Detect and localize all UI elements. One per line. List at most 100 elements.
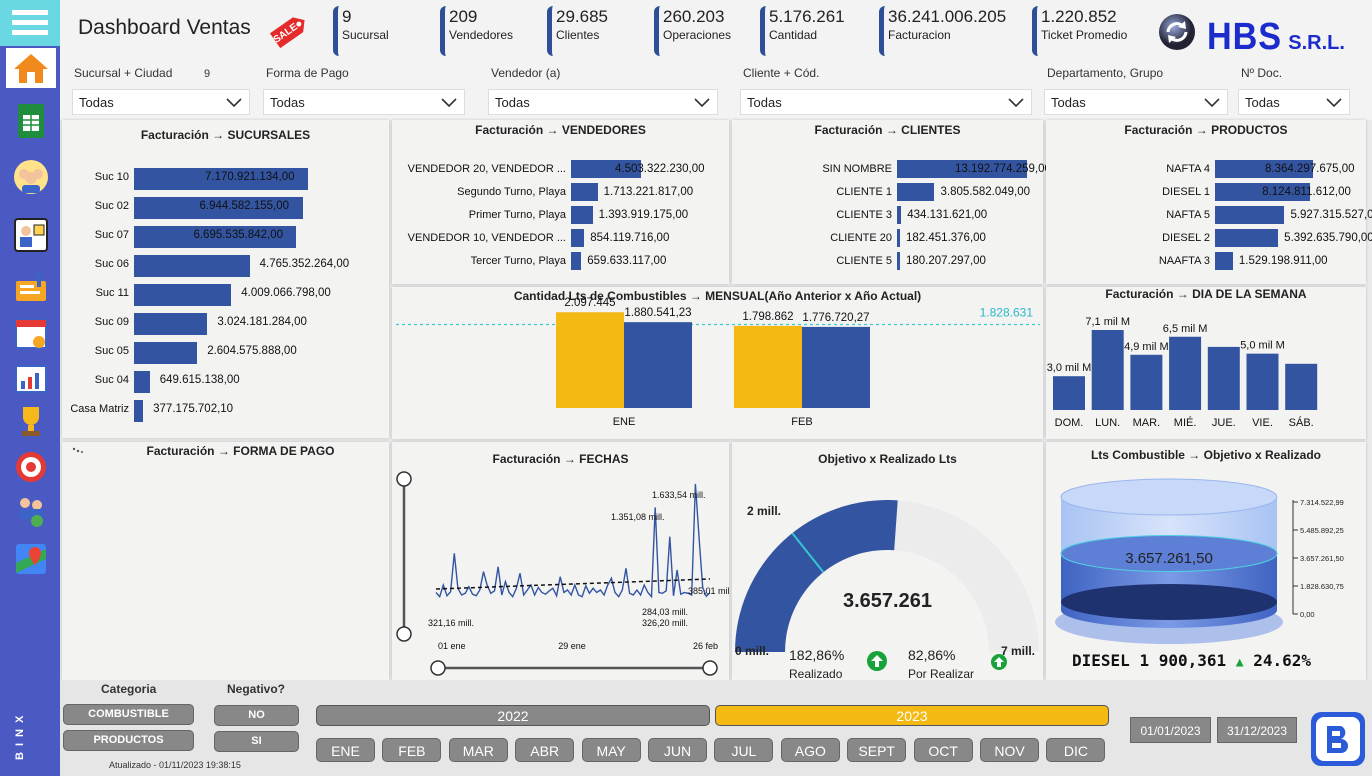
nav-users-money[interactable]: [12, 492, 50, 530]
month-button[interactable]: SEPT: [847, 738, 907, 762]
year-2022-button[interactable]: 2022: [316, 705, 710, 726]
ticker-value: 1 900,361: [1139, 651, 1227, 670]
month-button[interactable]: ENE: [316, 738, 375, 762]
filter-formapago-select[interactable]: Todas: [263, 89, 465, 115]
bar[interactable]: [134, 226, 297, 248]
month-button[interactable]: FEB: [382, 738, 442, 762]
date-to-input[interactable]: 31/12/2023: [1217, 717, 1297, 743]
filter-sucursal-select[interactable]: Todas: [72, 89, 250, 115]
tank-value: 3.657.261,50: [1125, 550, 1213, 567]
month-button[interactable]: ABR: [515, 738, 575, 762]
month-button[interactable]: AGO: [780, 738, 840, 762]
neg-si-button[interactable]: SI: [214, 731, 299, 752]
nav-calendar[interactable]: [12, 314, 50, 352]
bar[interactable]: [571, 229, 585, 247]
month-button[interactable]: JUL: [714, 738, 774, 762]
bar-category-label: Suc 10: [94, 171, 129, 183]
refresh-button[interactable]: [1157, 12, 1197, 52]
nav-presentation[interactable]: [12, 216, 50, 254]
bar[interactable]: [897, 206, 902, 224]
nav-team[interactable]: [12, 158, 50, 196]
bar[interactable]: [897, 229, 900, 247]
gauge-value: 3.657.261: [843, 590, 932, 612]
bar[interactable]: [571, 160, 641, 178]
expand-icon[interactable]: [72, 445, 86, 455]
bar[interactable]: [1130, 354, 1163, 410]
bar[interactable]: [134, 197, 303, 219]
neg-no-button[interactable]: NO: [214, 705, 299, 726]
month-button[interactable]: DIC: [1046, 738, 1106, 762]
bar[interactable]: [134, 313, 208, 335]
filter-vendedor-select[interactable]: Todas: [488, 89, 718, 115]
bar-category-label: CLIENTE 5: [836, 255, 892, 267]
bar[interactable]: [571, 206, 593, 224]
bar-value-label: 8.124.811.612,00: [1262, 186, 1351, 198]
bar-value-label: 434.131.621,00: [907, 209, 988, 221]
bar[interactable]: [897, 183, 935, 201]
bar[interactable]: [134, 400, 144, 422]
bar[interactable]: [1215, 252, 1233, 270]
bar[interactable]: [134, 342, 198, 364]
month-button[interactable]: NOV: [980, 738, 1039, 762]
bar[interactable]: [1215, 229, 1279, 247]
arrow-up-icon: [991, 654, 1007, 670]
filter-cliente-select[interactable]: Todas: [740, 89, 1032, 115]
bar-value-label: 1.776.720,27: [802, 312, 869, 324]
chart-dia: DOM. 3,0 mil M LUN. 7,1 mil M MAR. 4,9 mil M M…: [1047, 316, 1318, 429]
bar[interactable]: [571, 252, 582, 270]
nav-home[interactable]: [6, 48, 56, 88]
kpi-cantidad: 5.176.261 Cantidad: [760, 6, 845, 56]
tank-scale-1: 5.485.892,25: [1300, 526, 1344, 535]
bar-category-label: Suc 07: [94, 229, 129, 241]
panel-title: Facturación → SUCURSALES: [140, 128, 311, 142]
arrow-up-icon: [867, 651, 887, 671]
bar-category-label: CLIENTE 1: [836, 186, 892, 198]
month-button[interactable]: JUN: [648, 738, 707, 762]
cat-combustible-button[interactable]: COMBUSTIBLE: [63, 704, 194, 725]
bar[interactable]: [1207, 346, 1240, 410]
bar-value-label: 4.503.322.230,00: [615, 163, 705, 175]
bar[interactable]: [571, 183, 598, 201]
bar[interactable]: [134, 168, 308, 190]
categoria-label: Categoria: [101, 682, 157, 696]
year-2023-button[interactable]: 2023: [715, 705, 1109, 726]
month-button[interactable]: MAY: [581, 738, 641, 762]
bar[interactable]: [556, 312, 624, 408]
month-button[interactable]: OCT: [913, 738, 973, 762]
tank-chart: [1055, 478, 1298, 644]
filter-doc-select[interactable]: Todas: [1238, 89, 1350, 115]
bar[interactable]: [1215, 183, 1311, 201]
nav-document[interactable]: [12, 270, 50, 308]
bar[interactable]: [1215, 160, 1313, 178]
sale-tag-icon: SALE: [269, 17, 305, 49]
bar[interactable]: [897, 160, 1027, 178]
kpi-operaciones: 260.203 Operaciones: [654, 6, 731, 56]
nav-report[interactable]: [12, 360, 50, 398]
cat-productos-button[interactable]: PRODUCTOS: [63, 730, 194, 751]
gauge-fill: [735, 500, 898, 652]
kpi-value: 209: [449, 7, 478, 26]
bar[interactable]: [734, 325, 802, 408]
nav-target[interactable]: [12, 448, 50, 486]
bar[interactable]: [624, 322, 692, 408]
bar[interactable]: [1169, 336, 1202, 410]
bar[interactable]: [1215, 206, 1285, 224]
tank-scale-0: 7.314.522,99: [1300, 498, 1344, 507]
page-title: Dashboard Ventas: [78, 16, 251, 39]
month-button[interactable]: MAR: [448, 738, 508, 762]
bar[interactable]: [1285, 363, 1318, 410]
bar[interactable]: [134, 255, 250, 277]
nav-spreadsheet[interactable]: [12, 102, 50, 140]
bar[interactable]: [897, 252, 900, 270]
bar[interactable]: [1053, 376, 1085, 410]
bar[interactable]: [134, 371, 150, 393]
nav-map[interactable]: [12, 540, 50, 578]
menu-button[interactable]: [0, 0, 60, 46]
nav-trophy[interactable]: [12, 402, 50, 440]
bar[interactable]: [1091, 330, 1124, 410]
bar[interactable]: [1246, 353, 1279, 410]
date-from-input[interactable]: 01/01/2023: [1130, 717, 1211, 743]
bar[interactable]: [134, 284, 232, 306]
bar[interactable]: [802, 326, 870, 408]
filter-departamento-select[interactable]: Todas: [1044, 89, 1228, 115]
